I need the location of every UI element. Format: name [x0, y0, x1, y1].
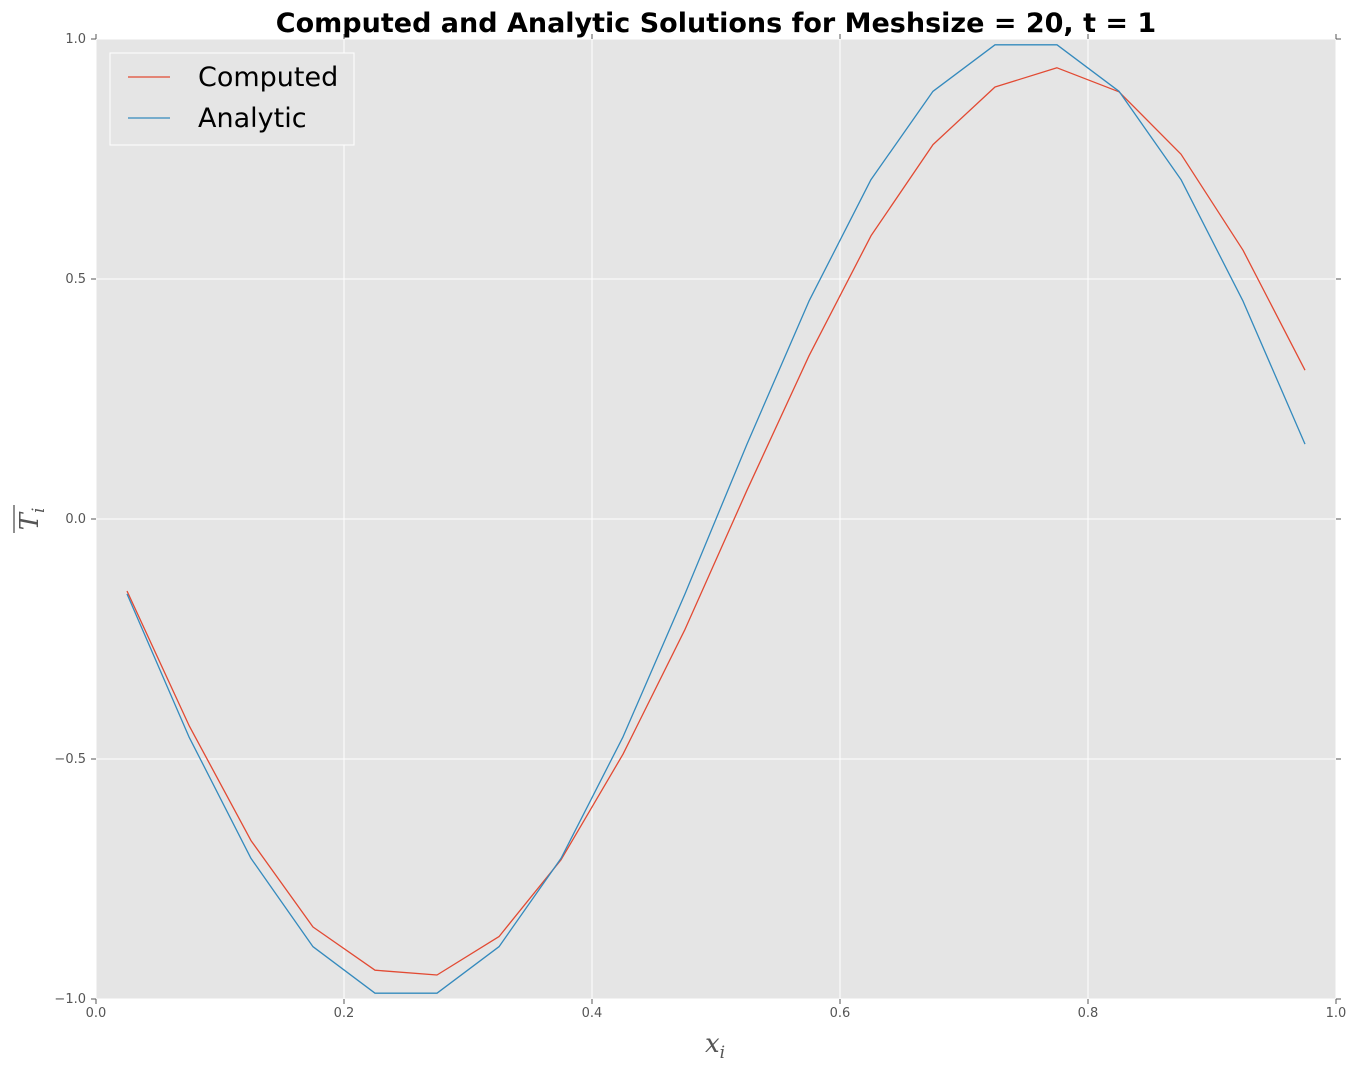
legend: Computed Analytic — [109, 52, 355, 146]
y-tick-label: 0.5 — [65, 272, 86, 287]
series-line-analytic — [126, 44, 1306, 994]
svg-text:xi: xi — [705, 1029, 725, 1063]
x-tick-label: 0.2 — [334, 1006, 355, 1021]
x-axis-label: xi — [705, 1029, 725, 1063]
x-tick-label: 0.8 — [1078, 1006, 1099, 1021]
grid — [95, 38, 1337, 1000]
y-tick-label: 0.0 — [65, 512, 86, 527]
series-group — [126, 44, 1306, 994]
ticks: 0.0 0.2 0.4 0.6 0.8 1.0 −1.0 −0.5 0.0 0.5 1.0 — [54, 32, 1346, 1021]
series-line-computed — [126, 67, 1306, 976]
svg-text:Ti: Ti — [15, 508, 49, 531]
x-tick-label: 1.0 — [1326, 1006, 1347, 1021]
legend-computed-label: Computed — [198, 62, 338, 93]
y-axis-label: Ti — [13, 505, 49, 533]
y-tick-label: 1.0 — [65, 32, 86, 47]
x-tick-label: 0.0 — [86, 1006, 107, 1021]
x-tick-label: 0.4 — [582, 1006, 603, 1021]
y-tick-label: −1.0 — [54, 992, 86, 1007]
chart-title: Computed and Analytic Solutions for Mesh… — [276, 8, 1156, 39]
legend-box — [109, 52, 355, 146]
y-tick-label: −0.5 — [54, 752, 86, 767]
legend-analytic-label: Analytic — [198, 103, 307, 134]
x-tick-label: 0.6 — [830, 1006, 851, 1021]
